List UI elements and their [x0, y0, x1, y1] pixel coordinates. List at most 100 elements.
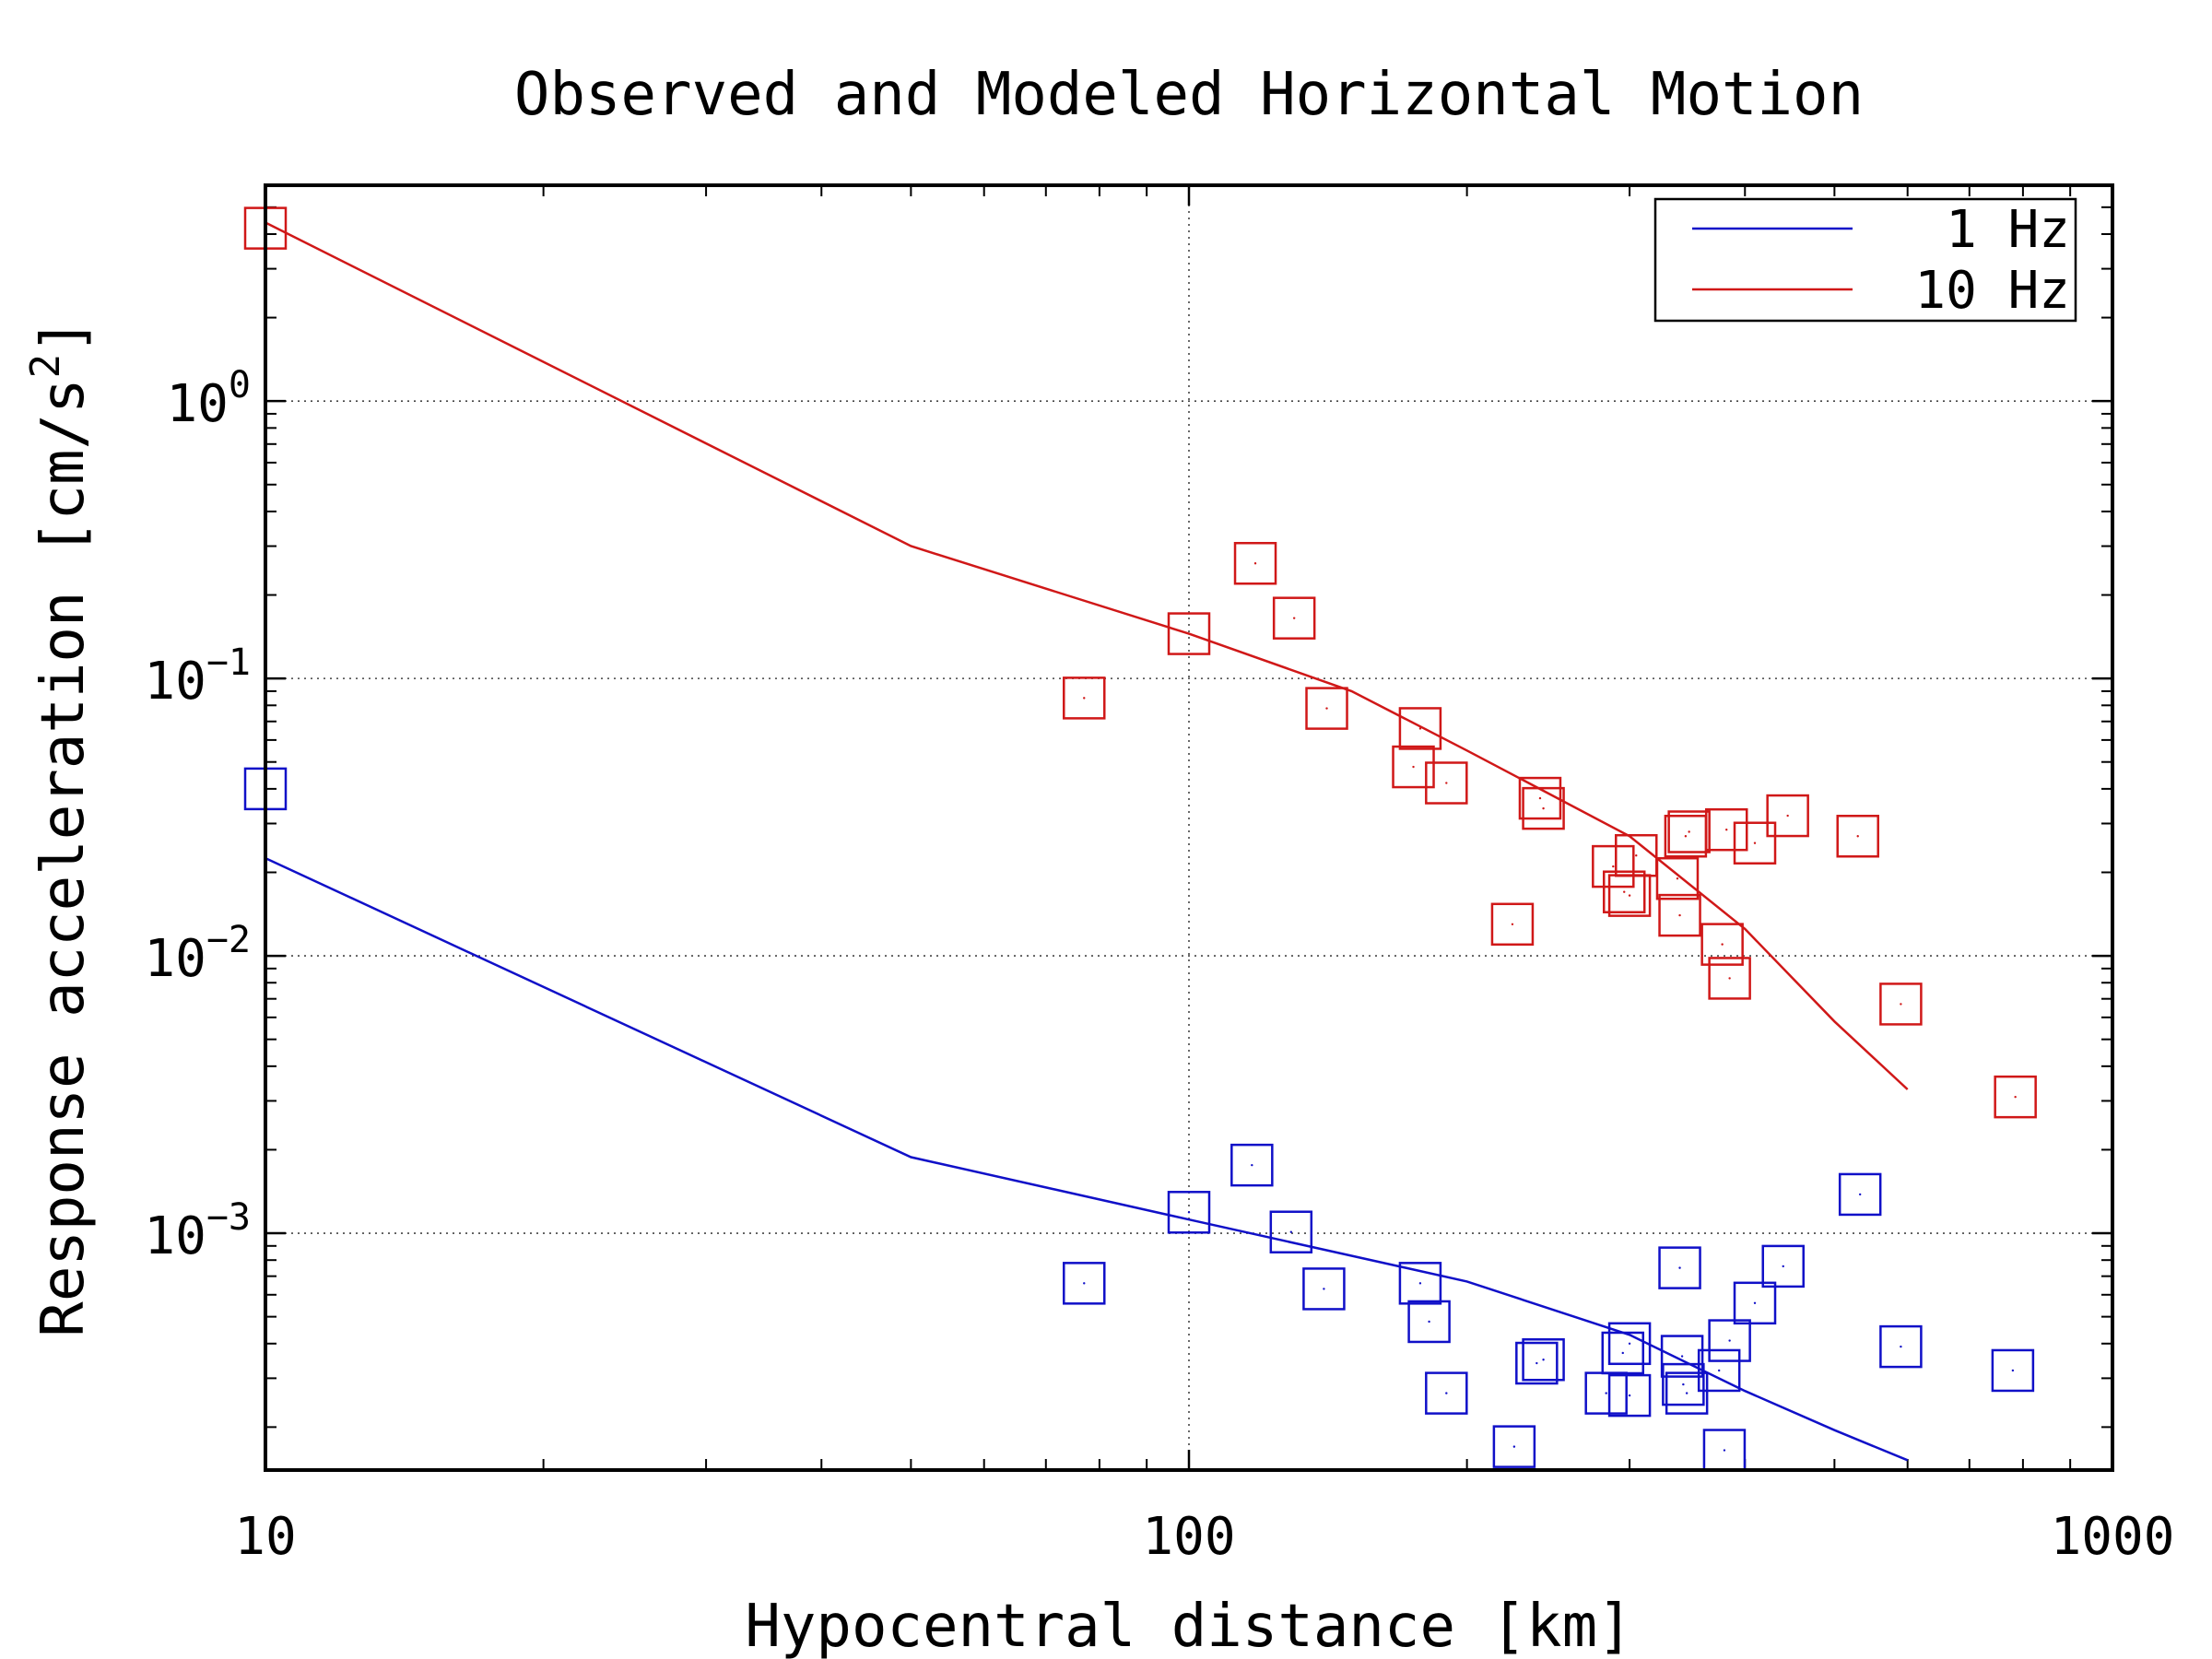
observed-point-center-10hz: [1856, 835, 1859, 838]
observed-point-center-10hz: [1538, 796, 1542, 800]
observed-point-center-1hz: [1782, 1265, 1784, 1268]
observed-point-10hz: [1658, 893, 1701, 937]
observed-point-center-10hz: [1412, 765, 1415, 769]
observed-point-center-1hz: [1753, 1301, 1757, 1305]
observed-point-center-1hz: [1628, 1394, 1631, 1397]
observed-point-center-1hz: [1723, 1449, 1726, 1452]
observed-point-center-1hz: [1512, 1445, 1516, 1448]
observed-point-center-10hz: [1187, 632, 1191, 635]
observed-point-10hz: [1615, 833, 1658, 877]
observed-point-1hz: [1658, 1246, 1701, 1289]
observed-point-center-1hz: [1682, 1382, 1685, 1386]
observed-point-center-10hz: [1635, 854, 1638, 857]
observed-point-10hz: [1700, 923, 1744, 966]
y-tick-label: 10−3: [144, 1196, 251, 1266]
observed-point-center-1hz: [1323, 1288, 1325, 1290]
x-tick-label: 10: [234, 1507, 296, 1567]
observed-point-center-10hz: [1786, 814, 1789, 818]
observed-point-10hz: [1305, 687, 1348, 730]
observed-point-10hz: [1518, 776, 1562, 820]
observed-point-1hz: [1607, 1373, 1652, 1418]
observed-point-10hz: [1994, 1075, 2037, 1119]
observed-point-center-10hz: [1676, 877, 1679, 880]
y-tick-label-exponent: −1: [206, 641, 251, 684]
observed-point-1hz: [1697, 1348, 1741, 1393]
model-line-10hz: [265, 221, 1909, 1090]
observed-point-center-10hz: [1900, 1003, 1902, 1006]
observed-point-center-1hz: [1418, 1282, 1422, 1285]
observed-point-center-1hz: [1535, 1361, 1538, 1365]
observed-point-center-1hz: [1728, 1339, 1731, 1342]
plot-frame: [264, 183, 2114, 1472]
observed-point-1hz: [1398, 1262, 1442, 1305]
observed-point-1hz: [1879, 1324, 1923, 1369]
observed-point-1hz: [1167, 1191, 1211, 1234]
observed-point-1hz: [1665, 1371, 1709, 1415]
observed-point-1hz: [1708, 1319, 1751, 1362]
observed-point-center-1hz: [1083, 1282, 1086, 1285]
observed-point-1hz: [1515, 1341, 1559, 1385]
observed-point-1hz: [1660, 1335, 1704, 1378]
y-axis-label-suffix: ]: [29, 318, 98, 354]
observed-point-center-10hz: [1678, 913, 1681, 917]
y-tick-label-exponent: 0: [229, 364, 251, 406]
observed-point-1hz: [1662, 1362, 1705, 1406]
observed-point-center-10hz: [1445, 782, 1448, 784]
observed-point-10hz: [1167, 612, 1211, 655]
observed-point-10hz: [1063, 677, 1106, 720]
observed-point-10hz: [1667, 810, 1711, 853]
observed-point-10hz: [1398, 707, 1442, 750]
observed-point-center-1hz: [1605, 1392, 1607, 1394]
observed-point-1hz: [1302, 1267, 1346, 1311]
observed-point-center-10hz: [1684, 835, 1688, 838]
observed-point-10hz: [1490, 902, 1535, 947]
observed-point-center-10hz: [1688, 830, 1690, 833]
observed-point-center-10hz: [2014, 1095, 2017, 1099]
x-tick-label: 100: [1142, 1507, 1235, 1567]
y-axis-label: Response acceleration [cm/s2]: [22, 318, 98, 1336]
observed-point-1hz: [1522, 1337, 1565, 1382]
observed-point-1hz: [1407, 1300, 1451, 1344]
y-tick-label: 10−1: [144, 641, 251, 712]
observed-point-center-1hz: [1542, 1359, 1545, 1361]
legend-box: [1653, 197, 2077, 323]
observed-point-1hz: [1063, 1262, 1106, 1305]
observed-point-1hz: [1601, 1331, 1645, 1375]
observed-point-10hz: [1592, 844, 1635, 888]
observed-point-10hz: [1733, 821, 1777, 865]
y-tick-label-base: 10: [144, 929, 206, 989]
model-line-layer: [265, 221, 1909, 1462]
observed-point-10hz: [1425, 761, 1468, 805]
y-axis-label-superscript: 2: [22, 354, 69, 379]
observed-point-center-10hz: [1542, 806, 1545, 810]
observed-point-1hz: [1733, 1281, 1777, 1325]
observed-point-center-1hz: [1289, 1230, 1293, 1233]
observed-point-10hz: [1655, 856, 1700, 900]
observed-point-center-1hz: [1900, 1345, 1902, 1348]
observed-point-center-10hz: [1292, 617, 1296, 619]
observed-point-center-1hz: [1187, 1211, 1191, 1214]
observed-point-1hz: [1269, 1210, 1313, 1253]
observed-point-1hz: [1230, 1143, 1274, 1187]
observed-point-center-10hz: [1721, 943, 1724, 946]
observed-point-center-10hz: [1728, 977, 1731, 980]
observed-point-10hz: [1233, 541, 1277, 585]
y-tick-label-base: 10: [144, 652, 206, 712]
observed-point-10hz: [1708, 957, 1751, 1000]
x-axis-label: Hypocentral distance [km]: [745, 1593, 1632, 1659]
observed-point-center-1hz: [1680, 1355, 1684, 1358]
y-tick-label-base: 10: [144, 1206, 206, 1266]
observed-marker-layer: [243, 206, 2037, 1472]
observed-point-1hz: [1607, 1322, 1652, 1366]
model-line-1hz: [265, 856, 1909, 1462]
observed-point-center-10hz: [1511, 923, 1514, 925]
x-tick-label: 1000: [2051, 1507, 2175, 1567]
observed-point-10hz: [1879, 982, 1923, 1026]
observed-point-center-10hz: [1253, 562, 1257, 565]
observed-point-center-10hz: [1612, 865, 1615, 868]
y-axis-label-main: Response acceleration [cm/s: [29, 378, 98, 1336]
legend: 1 Hz 10 Hz: [1653, 197, 2077, 323]
observed-point-center-1hz: [1628, 1342, 1631, 1345]
legend-label-1hz: 1 Hz: [1946, 200, 2070, 260]
